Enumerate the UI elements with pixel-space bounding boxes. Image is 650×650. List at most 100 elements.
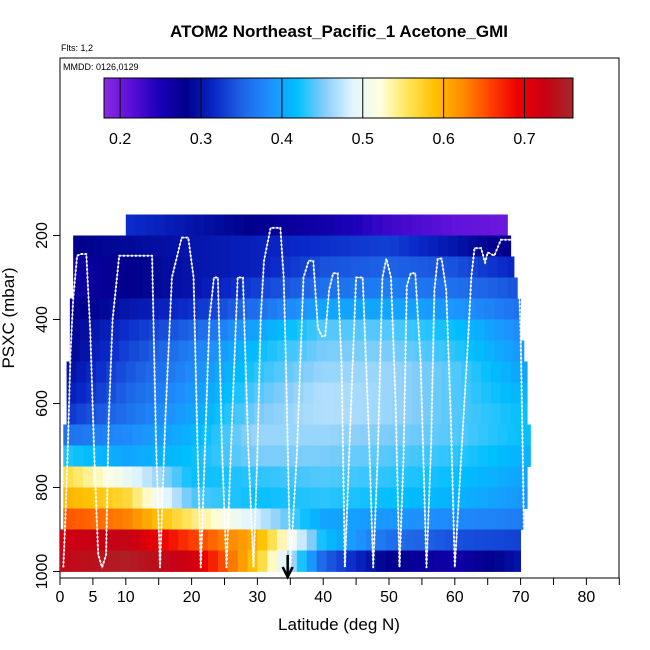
heatmap-cell	[240, 424, 252, 446]
y-tick-label: 600	[34, 390, 51, 417]
heatmap-cell	[398, 256, 410, 278]
heatmap-cell	[129, 340, 140, 362]
heatmap-cell	[69, 550, 81, 572]
heatmap-cell	[240, 508, 252, 530]
heatmap-cell	[326, 529, 337, 551]
heatmap-cell	[148, 298, 160, 320]
heatmap-cell	[224, 382, 235, 404]
heatmap-cell	[507, 424, 518, 446]
heatmap-cell	[106, 382, 117, 404]
heatmap-cell	[405, 298, 416, 320]
heatmap-cell	[115, 361, 127, 383]
heatmap-cell	[161, 487, 173, 509]
heatmap-cell	[260, 235, 271, 257]
heatmap-cell	[273, 361, 285, 383]
heatmap-cell	[389, 235, 400, 257]
heatmap-cell	[129, 319, 140, 341]
heatmap-cell	[306, 529, 318, 551]
y-axis: 200 400 600 800 1000	[34, 222, 60, 589]
heatmap-cell	[244, 382, 255, 404]
y-tick-label: 800	[34, 474, 51, 501]
heatmap-cell	[510, 361, 521, 383]
heatmap-cell	[306, 340, 318, 362]
heatmap-cell	[280, 277, 291, 299]
heatmap-cell	[168, 340, 179, 362]
heatmap-cell	[484, 319, 495, 341]
heatmap-cell	[477, 235, 489, 257]
heatmap-cell	[319, 466, 331, 488]
heatmap-cell	[194, 403, 206, 425]
heatmap-cell	[438, 235, 449, 257]
heatmap-cell	[310, 508, 321, 530]
heatmap-cell	[444, 298, 456, 320]
heatmap-cell	[352, 214, 364, 236]
heatmap-cell	[349, 445, 360, 467]
heatmap-cell	[375, 550, 387, 572]
heatmap-cell	[240, 235, 252, 257]
heatmap-cell	[250, 445, 262, 467]
heatmap-cell	[73, 508, 84, 530]
heatmap-cell	[379, 445, 390, 467]
heatmap-cell	[178, 529, 189, 551]
heatmap-cell	[168, 550, 179, 572]
heatmap-cell	[263, 361, 275, 383]
heatmap-cell	[135, 361, 146, 383]
heatmap-cell	[333, 403, 344, 425]
x-tick-label: 70	[512, 589, 530, 606]
heatmap-cell	[112, 466, 123, 488]
heatmap-cell	[198, 340, 209, 362]
heatmap-cell	[507, 466, 518, 488]
plot-frame	[59, 57, 620, 579]
heatmap-cell	[175, 403, 186, 425]
heatmap-cell	[497, 235, 508, 257]
heatmap-cell	[260, 256, 271, 278]
heatmap-cell	[237, 529, 248, 551]
heatmap-cell	[83, 235, 94, 257]
heatmap-cell	[379, 424, 390, 446]
heatmap-cell	[349, 256, 360, 278]
heatmap-cell	[382, 403, 393, 425]
heatmap-cell	[408, 508, 420, 530]
marker-arrow-head	[281, 566, 294, 580]
heatmap-cell	[270, 256, 281, 278]
heatmap-cell	[438, 424, 449, 446]
heatmap-cell	[402, 382, 413, 404]
heatmap-cell	[132, 256, 143, 278]
heatmap-cell	[494, 319, 505, 341]
heatmap-cell	[250, 508, 262, 530]
heatmap-cell	[191, 508, 202, 530]
heatmap-cell	[441, 214, 452, 236]
heatmap-cell	[379, 466, 390, 488]
heatmap-cell	[412, 361, 423, 383]
heatmap-cell	[181, 424, 192, 446]
heatmap-cell	[231, 466, 242, 488]
heatmap-cell	[395, 340, 406, 362]
x-axis-label: Latitude (deg N)	[278, 615, 400, 634]
heatmap-cell	[244, 403, 255, 425]
heatmap-cell	[451, 382, 462, 404]
heatmap-cell	[240, 277, 252, 299]
heatmap-cell	[152, 256, 163, 278]
heatmap-cell	[438, 487, 449, 509]
heatmap-cell	[112, 424, 123, 446]
heatmap-cell	[464, 319, 475, 341]
heatmap-cell	[231, 445, 242, 467]
heatmap-cell	[161, 256, 173, 278]
heatmap-cell	[83, 424, 94, 446]
heatmap-cell	[471, 214, 482, 236]
heatmap-cell	[487, 487, 498, 509]
heatmap-cell	[96, 403, 107, 425]
heatmap-cell	[119, 550, 130, 572]
heatmap-cell	[428, 445, 439, 467]
heatmap-cell	[89, 319, 100, 341]
heatmap-cell	[418, 508, 429, 530]
heatmap-cell	[481, 382, 492, 404]
x-tick-label: 80	[578, 589, 596, 606]
heatmap-cell	[125, 214, 137, 236]
colorbar-tick-label: 0.7	[513, 131, 535, 148]
heatmap-cell	[227, 319, 239, 341]
heatmap-cell	[369, 424, 380, 446]
heatmap-cell	[431, 403, 443, 425]
heatmap-cell	[467, 235, 479, 257]
heatmap-cell	[188, 550, 199, 572]
